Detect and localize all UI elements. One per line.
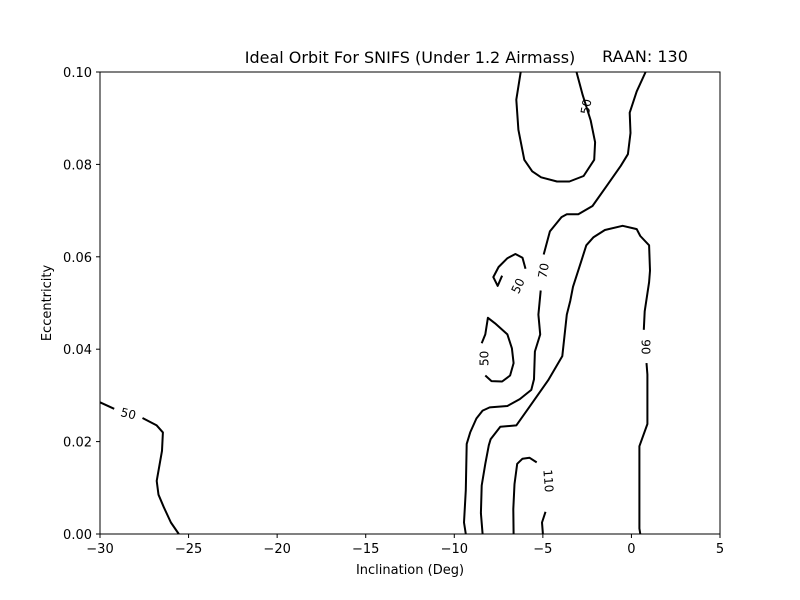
y-tick-label: 0.06 (63, 251, 92, 266)
contour-line-110 (512, 456, 538, 535)
chart-subtitle: RAAN: 130 (602, 47, 688, 66)
contour-label: 110 (540, 469, 556, 493)
y-tick-label: 0.10 (63, 66, 92, 81)
x-axis: −30 −25 −20 −15 −10 −5 0 5 (86, 534, 724, 557)
contour-label: 70 (535, 262, 551, 279)
y-axis: 0.00 0.02 0.04 0.06 0.08 0.10 (63, 66, 100, 543)
y-axis-label: Eccentricity (40, 265, 55, 342)
contour-label: 50 (477, 351, 491, 366)
contour-label: 50 (119, 405, 137, 422)
y-tick-label: 0.00 (63, 528, 92, 543)
contour-line-90 (479, 224, 651, 535)
x-tick-label: −30 (86, 542, 113, 557)
x-tick-label: −15 (352, 542, 379, 557)
contour-line-50 (142, 417, 180, 535)
y-tick-label: 0.08 (63, 158, 92, 173)
x-tick-label: −10 (441, 542, 468, 557)
contour-line-70 (542, 71, 647, 255)
y-tick-label: 0.04 (63, 343, 92, 358)
contour-line-50 (480, 316, 515, 383)
x-axis-label: Inclination (Deg) (356, 563, 464, 578)
x-tick-label: 0 (627, 542, 635, 557)
contour-line-70 (463, 290, 542, 535)
x-tick-label: −5 (533, 542, 552, 557)
contour-line-50 (99, 401, 115, 410)
contour-line-50 (515, 71, 597, 183)
contour-label: 90 (639, 339, 653, 354)
x-tick-label: −20 (263, 542, 290, 557)
contour-label: 50 (578, 98, 594, 115)
plot-area: 50 50 50 50 70 90 110 (99, 71, 653, 535)
axes-frame (99, 71, 721, 535)
contour-label: 50 (509, 276, 528, 296)
contour-line-50 (492, 253, 527, 287)
y-tick-label: 0.02 (63, 436, 92, 451)
contour-line-90 (638, 363, 649, 535)
chart-title: Ideal Orbit For SNIFS (Under 1.2 Airmass… (245, 48, 576, 67)
x-tick-label: −25 (175, 542, 202, 557)
x-tick-label: 5 (716, 542, 724, 557)
contour-line-110 (541, 511, 547, 535)
